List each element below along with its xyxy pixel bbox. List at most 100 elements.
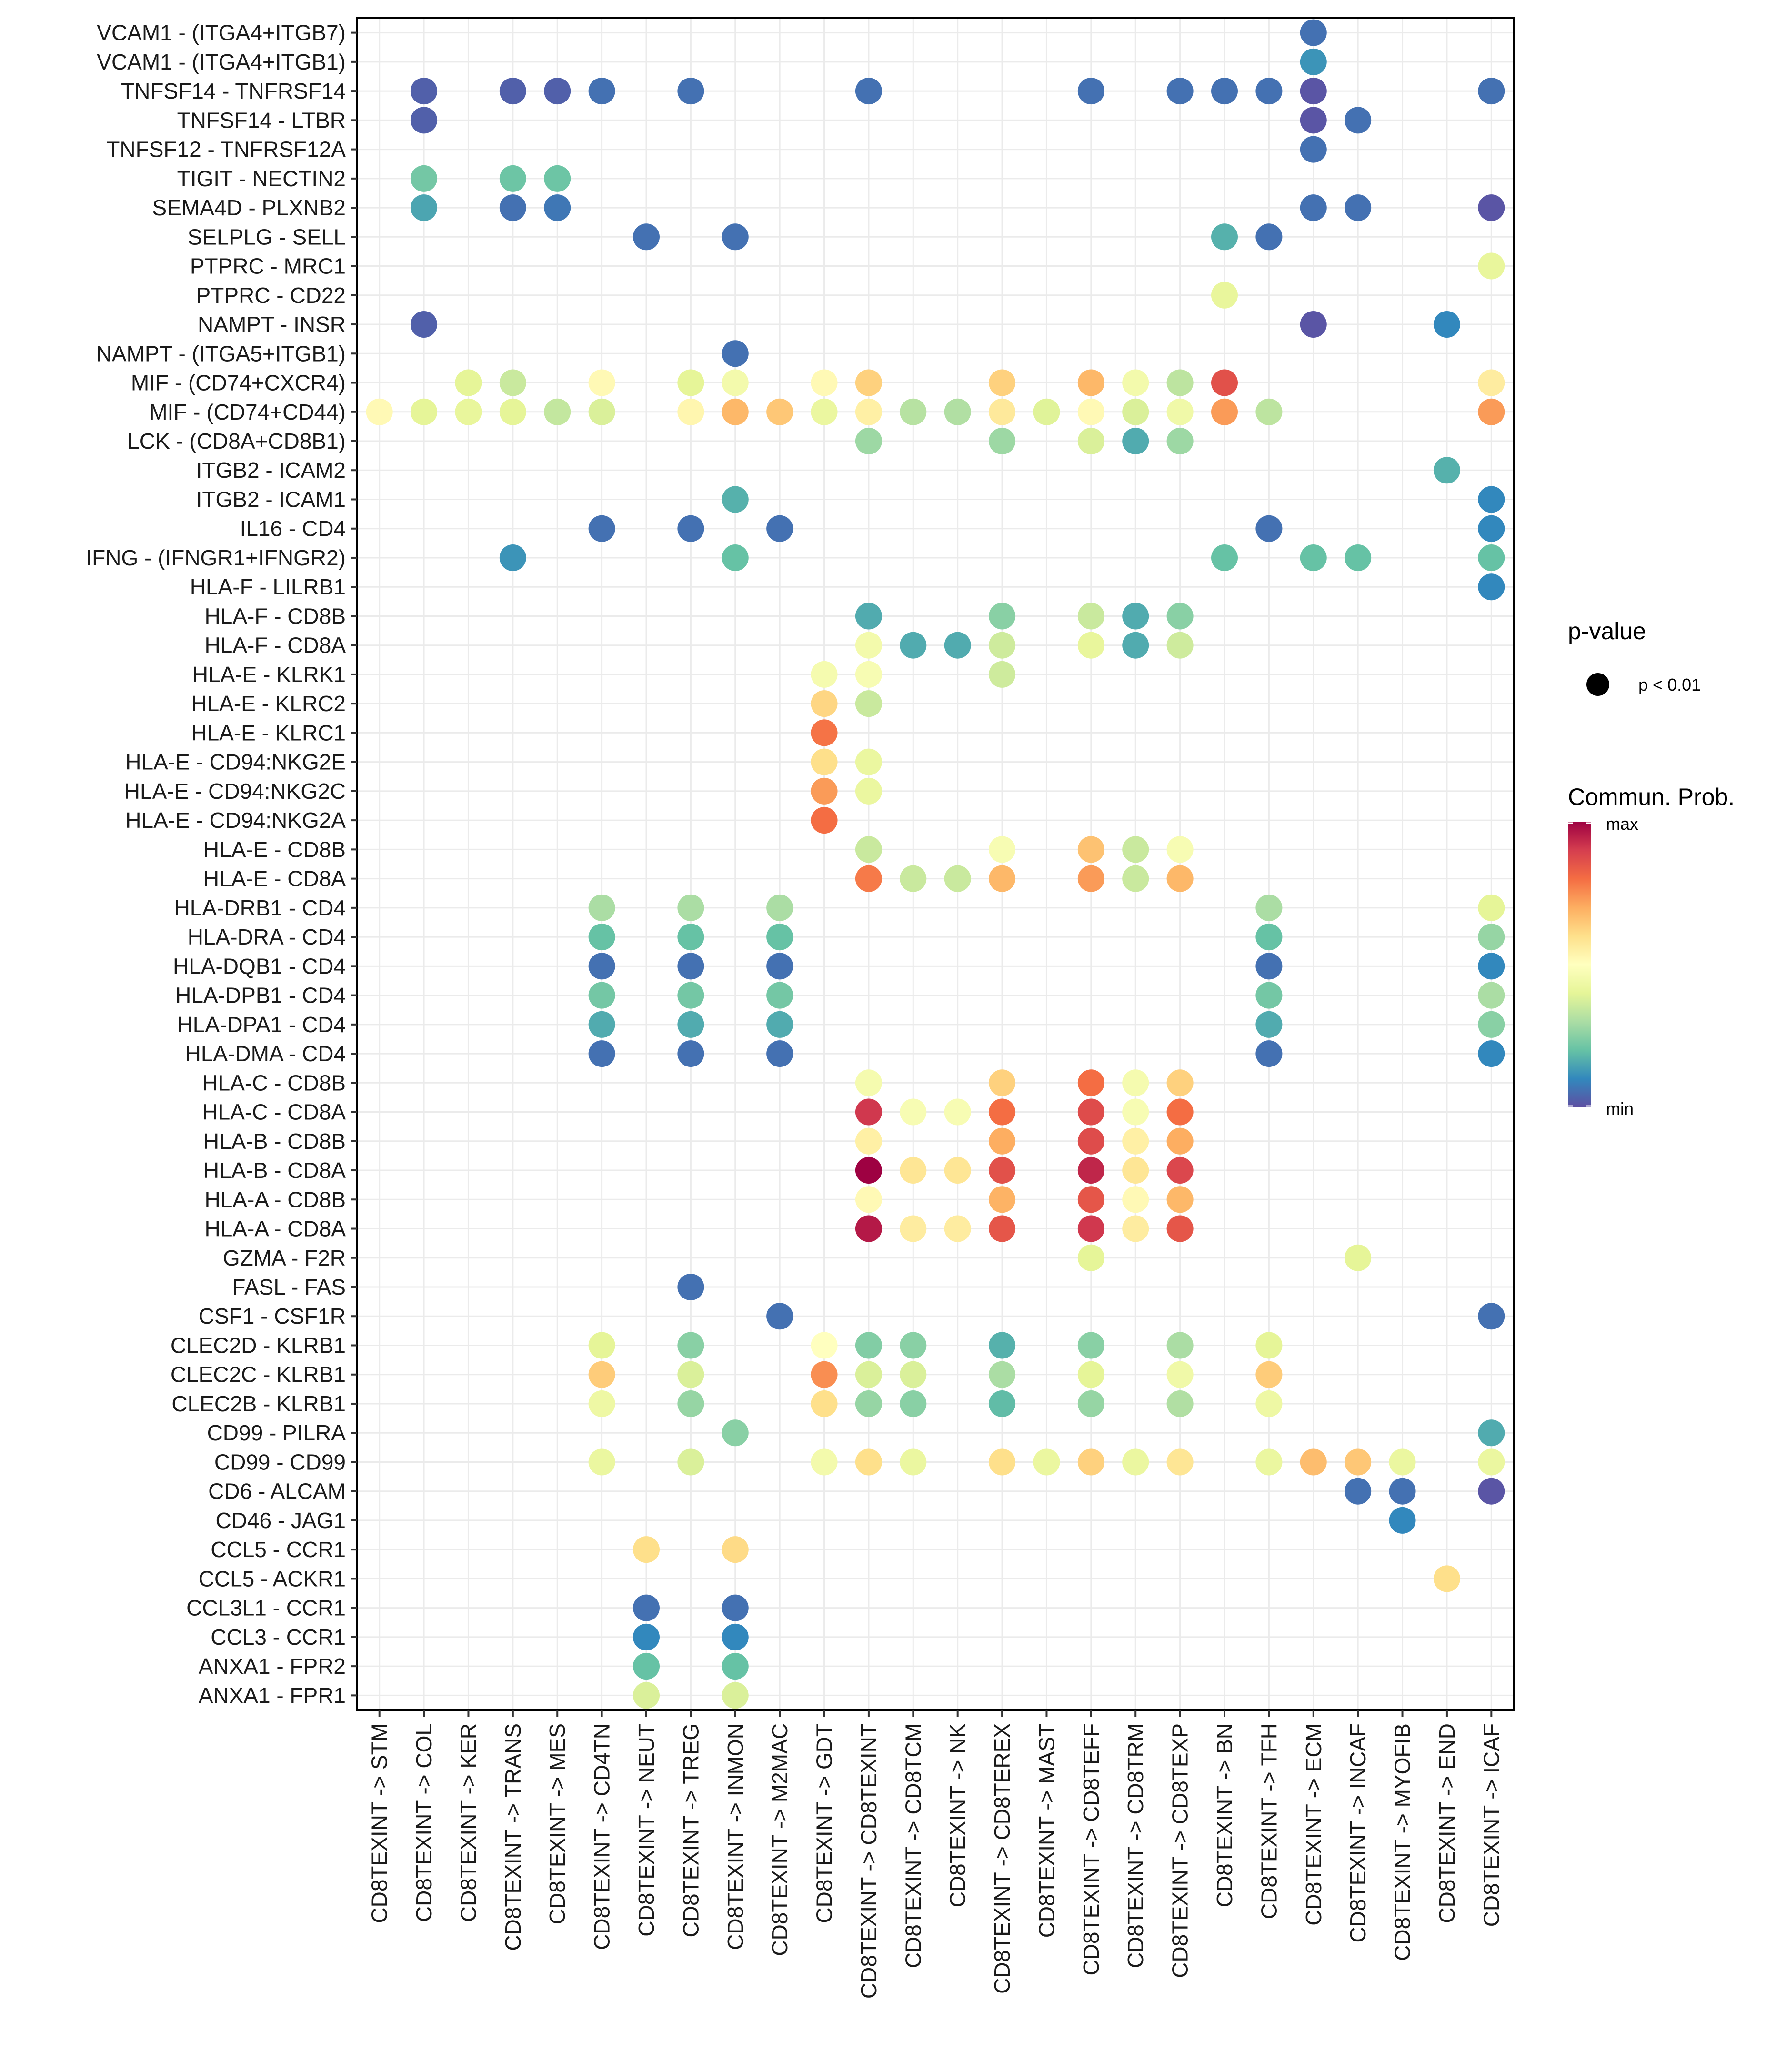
x-tick-label: CD8TEXINT -> CD8TEFF <box>1079 1723 1104 1976</box>
y-tick-label: HLA-A - CD8A <box>204 1217 346 1241</box>
data-point: CLEC2B - KLRB1 | CD8TEXINT -> CD8TEXP : … <box>1166 1390 1194 1417</box>
y-tick-label: CLEC2D - KLRB1 <box>171 1333 346 1358</box>
data-point: TNFSF14 - TNFRSF14 | CD8TEXINT -> TRANS … <box>499 78 526 105</box>
y-tick-label: NAMPT - INSR <box>198 312 346 337</box>
data-point: HLA-DPB1 - CD4 | CD8TEXINT -> M2MAC : 0.… <box>766 982 793 1009</box>
data-point: SEMA4D - PLXNB2 | CD8TEXINT -> COL : 0.1… <box>411 194 438 221</box>
x-tick-label: CD8TEXINT -> TFH <box>1256 1723 1281 1919</box>
data-point: HLA-DRB1 - CD4 | CD8TEXINT -> TFH : 0.3 <box>1255 894 1283 921</box>
data-point: HLA-DPB1 - CD4 | CD8TEXINT -> CD4TN : 0.… <box>588 982 615 1009</box>
data-point: CD99 - CD99 | CD8TEXINT -> CD8TEXINT : 0… <box>855 1448 882 1476</box>
data-point: HLA-DMA - CD4 | CD8TEXINT -> TFH : 0.06 <box>1255 1040 1283 1067</box>
data-point: CD99 - CD99 | CD8TEXINT -> TFH : 0.42 <box>1255 1448 1283 1476</box>
data-point: HLA-A - CD8B | CD8TEXINT -> CD8TEREX : 0… <box>989 1186 1016 1213</box>
data-point: HLA-DQB1 - CD4 | CD8TEXINT -> CD4TN : 0.… <box>588 953 615 980</box>
data-point: ANXA1 - FPR1 | CD8TEXINT -> INMON : 0.38 <box>722 1682 749 1709</box>
data-point: HLA-C - CD8B | CD8TEXINT -> CD8TRM : 0.4… <box>1122 1069 1149 1096</box>
data-point: HLA-E - CD8A | CD8TEXINT -> CD8TRM : 0.3… <box>1122 865 1149 892</box>
data-point: IFNG - (IFNGR1+IFNGR2) | CD8TEXINT -> EC… <box>1300 544 1327 571</box>
data-point: SEMA4D - PLXNB2 | CD8TEXINT -> TRANS : 0… <box>499 194 526 221</box>
data-point: MIF - (CD74+CD44) | CD8TEXINT -> MAST : … <box>1033 398 1060 425</box>
data-point: CLEC2C - KLRB1 | CD8TEXINT -> TFH : 0.64 <box>1255 1361 1283 1388</box>
x-tick-label: CD8TEXINT -> M2MAC <box>767 1723 792 1956</box>
y-tick-label: HLA-B - CD8B <box>203 1129 346 1154</box>
data-point: CLEC2D - KLRB1 | CD8TEXINT -> CD8TEXINT … <box>855 1332 882 1359</box>
data-point: HLA-E - CD8B | CD8TEXINT -> CD8TRM : 0.3… <box>1122 836 1149 863</box>
data-point: SEMA4D - PLXNB2 | CD8TEXINT -> ICAF : 0.… <box>1478 194 1505 221</box>
data-point: HLA-DPA1 - CD4 | CD8TEXINT -> CD4TN : 0.… <box>588 1011 615 1038</box>
data-point: HLA-E - CD94:NKG2A | CD8TEXINT -> GDT : … <box>811 807 838 834</box>
data-point: HLA-DQB1 - CD4 | CD8TEXINT -> M2MAC : 0.… <box>766 953 793 980</box>
data-point: HLA-A - CD8B | CD8TEXINT -> CD8TEFF : 0.… <box>1077 1186 1104 1213</box>
data-point: PTPRC - MRC1 | CD8TEXINT -> ICAF : 0.41 <box>1478 252 1505 280</box>
y-tick-label: HLA-E - CD94:NKG2A <box>125 808 346 833</box>
data-point: HLA-E - KLRK1 | CD8TEXINT -> CD8TEREX : … <box>989 661 1016 688</box>
data-point: HLA-B - CD8A | CD8TEXINT -> CD8TEREX : 0… <box>989 1157 1016 1184</box>
x-tick-label: CD8TEXINT -> MYOFIB <box>1390 1723 1415 1961</box>
data-point: CD99 - CD99 | CD8TEXINT -> CD8TEXP : 0.5… <box>1166 1448 1194 1476</box>
x-tick-label: CD8TEXINT -> GDT <box>812 1723 837 1923</box>
data-point: HLA-DRA - CD4 | CD8TEXINT -> ICAF : 0.27 <box>1478 924 1505 951</box>
data-point: MIF - (CD74+CD44) | CD8TEXINT -> NK : 0.… <box>944 398 971 425</box>
data-point: HLA-A - CD8B | CD8TEXINT -> CD8TRM : 0.5… <box>1122 1186 1149 1213</box>
y-tick-label: CD6 - ALCAM <box>208 1479 346 1504</box>
data-point: MIF - (CD74+CXCR4) | CD8TEXINT -> CD8TER… <box>989 369 1016 396</box>
data-point: HLA-C - CD8A | CD8TEXINT -> CD8TEREX : 0… <box>989 1098 1016 1126</box>
data-point: TNFSF14 - TNFRSF14 | CD8TEXINT -> CD8TEX… <box>855 78 882 105</box>
y-tick-label: ANXA1 - FPR1 <box>199 1683 346 1708</box>
data-point: CLEC2B - KLRB1 | CD8TEXINT -> CD8TEXINT … <box>855 1390 882 1417</box>
y-tick-label: HLA-DMA - CD4 <box>185 1041 346 1066</box>
y-tick-label: HLA-E - CD94:NKG2C <box>124 779 346 804</box>
data-point: HLA-F - CD8A | CD8TEXINT -> NK : 0.16 <box>944 632 971 659</box>
data-point: MIF - (CD74+CXCR4) | CD8TEXINT -> CD8TEF… <box>1077 369 1104 396</box>
data-point: HLA-E - KLRK1 | CD8TEXINT -> GDT : 0.46 <box>811 661 838 688</box>
data-point: TNFSF14 - TNFRSF14 | CD8TEXINT -> BN : 0… <box>1211 78 1238 105</box>
y-tick-label: CCL5 - CCR1 <box>211 1537 346 1562</box>
y-tick-label: TNFSF12 - TNFRSF12A <box>106 137 346 162</box>
data-point: HLA-DRB1 - CD4 | CD8TEXINT -> M2MAC : 0.… <box>766 894 793 921</box>
y-tick-label: CCL5 - ACKR1 <box>199 1566 346 1591</box>
legend-max-label: max <box>1606 814 1638 834</box>
data-point: TNFSF14 - LTBR | CD8TEXINT -> ECM : 0.01 <box>1300 107 1327 134</box>
data-point: HLA-DPA1 - CD4 | CD8TEXINT -> TFH : 0.16 <box>1255 1011 1283 1038</box>
data-point: CLEC2B - KLRB1 | CD8TEXINT -> CD4TN : 0.… <box>588 1390 615 1417</box>
data-point: MIF - (CD74+CXCR4) | CD8TEXINT -> KER : … <box>455 369 482 396</box>
data-point: HLA-C - CD8B | CD8TEXINT -> CD8TEFF : 0.… <box>1077 1069 1104 1096</box>
data-point: VCAM1 - (ITGA4+ITGB1) | CD8TEXINT -> ECM… <box>1300 48 1327 75</box>
y-tick-label: HLA-E - KLRK1 <box>192 662 346 687</box>
data-point: HLA-E - CD94:NKG2E | CD8TEXINT -> CD8TEX… <box>855 748 882 775</box>
data-point: CLEC2B - KLRB1 | CD8TEXINT -> TFH : 0.43 <box>1255 1390 1283 1417</box>
data-point: CD99 - CD99 | CD8TEXINT -> GDT : 0.45 <box>811 1448 838 1476</box>
data-point: HLA-E - CD8A | CD8TEXINT -> NK : 0.35 <box>944 865 971 892</box>
x-tick-label: CD8TEXINT -> CD8TEXP <box>1168 1723 1193 1978</box>
y-tick-label: MIF - (CD74+CXCR4) <box>131 371 346 395</box>
data-point: TNFSF14 - TNFRSF14 | CD8TEXINT -> TREG :… <box>677 78 704 105</box>
y-tick-label: MIF - (CD74+CD44) <box>149 400 346 424</box>
y-tick-label: CD99 - CD99 <box>214 1449 346 1474</box>
data-point: HLA-C - CD8A | CD8TEXINT -> CD8TCM : 0.4… <box>900 1098 927 1126</box>
data-point: LCK - (CD8A+CD8B1) | CD8TEXINT -> CD8TEF… <box>1077 428 1104 454</box>
x-tick-label: CD8TEXINT -> MAST <box>1034 1723 1059 1938</box>
data-point: CCL3L1 - CCR1 | CD8TEXINT -> INMON : 0.0… <box>722 1594 749 1621</box>
data-point: CLEC2B - KLRB1 | CD8TEXINT -> TREG : 0.2… <box>677 1390 704 1417</box>
data-point: ITGB2 - ICAM1 | CD8TEXINT -> INMON : 0.1… <box>722 486 749 513</box>
y-tick-label: TNFSF14 - LTBR <box>177 108 346 132</box>
data-point: MIF - (CD74+CD44) | CD8TEXINT -> STM : 0… <box>366 398 393 425</box>
y-tick-label: GZMA - F2R <box>223 1246 346 1270</box>
data-point: MIF - (CD74+CD44) | CD8TEXINT -> ICAF : … <box>1478 398 1505 425</box>
y-tick-label: ANXA1 - FPR2 <box>199 1654 346 1679</box>
data-point: CLEC2D - KLRB1 | CD8TEXINT -> CD8TEFF : … <box>1077 1332 1104 1359</box>
data-point: HLA-F - CD8A | CD8TEXINT -> CD8TEREX : 0… <box>989 632 1016 659</box>
data-point: HLA-E - CD8A | CD8TEXINT -> CD8TEFF : 0.… <box>1077 865 1104 892</box>
x-tick-label: CD8TEXINT -> TRANS <box>501 1723 525 1951</box>
data-point: HLA-DRB1 - CD4 | CD8TEXINT -> ICAF : 0.4 <box>1478 894 1505 921</box>
x-tick-label: CD8TEXINT -> CD8TEREX <box>990 1723 1014 1994</box>
data-point: HLA-E - CD8A | CD8TEXINT -> CD8TEXINT : … <box>855 865 882 892</box>
data-point: CLEC2C - KLRB1 | CD8TEXINT -> CD8TEFF : … <box>1077 1361 1104 1388</box>
data-point: HLA-B - CD8A | CD8TEXINT -> CD8TEXP : 0.… <box>1166 1157 1194 1184</box>
y-tick-label: HLA-DRA - CD4 <box>188 925 346 949</box>
data-point: HLA-DRA - CD4 | CD8TEXINT -> CD4TN : 0.2 <box>588 924 615 951</box>
y-tick-label: TNFSF14 - TNFRSF14 <box>121 79 346 103</box>
data-point: CLEC2C - KLRB1 | CD8TEXINT -> CD8TEREX :… <box>989 1361 1016 1388</box>
data-point: CD99 - PILRA | CD8TEXINT -> INMON : 0.25 <box>722 1419 749 1447</box>
